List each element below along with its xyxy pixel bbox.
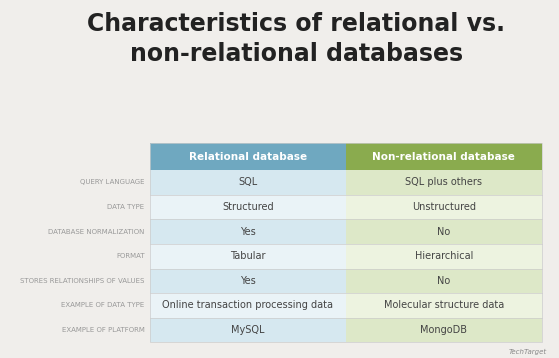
Text: No: No: [437, 276, 451, 286]
Text: No: No: [437, 227, 451, 237]
Text: Characteristics of relational vs.
non-relational databases: Characteristics of relational vs. non-re…: [87, 12, 505, 66]
FancyBboxPatch shape: [150, 318, 346, 342]
FancyBboxPatch shape: [346, 268, 542, 293]
FancyBboxPatch shape: [346, 318, 542, 342]
Text: EXAMPLE OF DATA TYPE: EXAMPLE OF DATA TYPE: [61, 303, 145, 309]
Text: STORES RELATIONSHIPS OF VALUES: STORES RELATIONSHIPS OF VALUES: [20, 278, 145, 284]
Text: Yes: Yes: [240, 276, 255, 286]
Text: MySQL: MySQL: [231, 325, 264, 335]
Text: Non-relational database: Non-relational database: [372, 152, 515, 162]
Text: QUERY LANGUAGE: QUERY LANGUAGE: [80, 179, 145, 185]
Text: Relational database: Relational database: [189, 152, 307, 162]
Text: Yes: Yes: [240, 227, 255, 237]
Text: DATA TYPE: DATA TYPE: [107, 204, 145, 210]
Text: MongoDB: MongoDB: [420, 325, 467, 335]
FancyBboxPatch shape: [346, 219, 542, 244]
FancyBboxPatch shape: [150, 244, 346, 268]
Text: DATABASE NORMALIZATION: DATABASE NORMALIZATION: [48, 229, 145, 234]
Text: SQL plus others: SQL plus others: [405, 178, 482, 188]
FancyBboxPatch shape: [150, 195, 346, 219]
FancyBboxPatch shape: [150, 170, 346, 195]
Text: Hierarchical: Hierarchical: [415, 251, 473, 261]
Text: FORMAT: FORMAT: [116, 253, 145, 259]
FancyBboxPatch shape: [150, 293, 346, 318]
Text: SQL: SQL: [238, 178, 258, 188]
FancyBboxPatch shape: [346, 195, 542, 219]
Text: Molecular structure data: Molecular structure data: [384, 300, 504, 310]
Text: Unstructured: Unstructured: [412, 202, 476, 212]
FancyBboxPatch shape: [346, 244, 542, 268]
FancyBboxPatch shape: [346, 170, 542, 195]
FancyBboxPatch shape: [346, 293, 542, 318]
Text: EXAMPLE OF PLATFORM: EXAMPLE OF PLATFORM: [61, 327, 145, 333]
Text: Tabular: Tabular: [230, 251, 266, 261]
FancyBboxPatch shape: [346, 144, 542, 170]
Text: TechTarget: TechTarget: [509, 349, 547, 355]
FancyBboxPatch shape: [150, 144, 346, 170]
FancyBboxPatch shape: [150, 268, 346, 293]
Text: Online transaction processing data: Online transaction processing data: [162, 300, 333, 310]
Text: Structured: Structured: [222, 202, 274, 212]
FancyBboxPatch shape: [150, 219, 346, 244]
